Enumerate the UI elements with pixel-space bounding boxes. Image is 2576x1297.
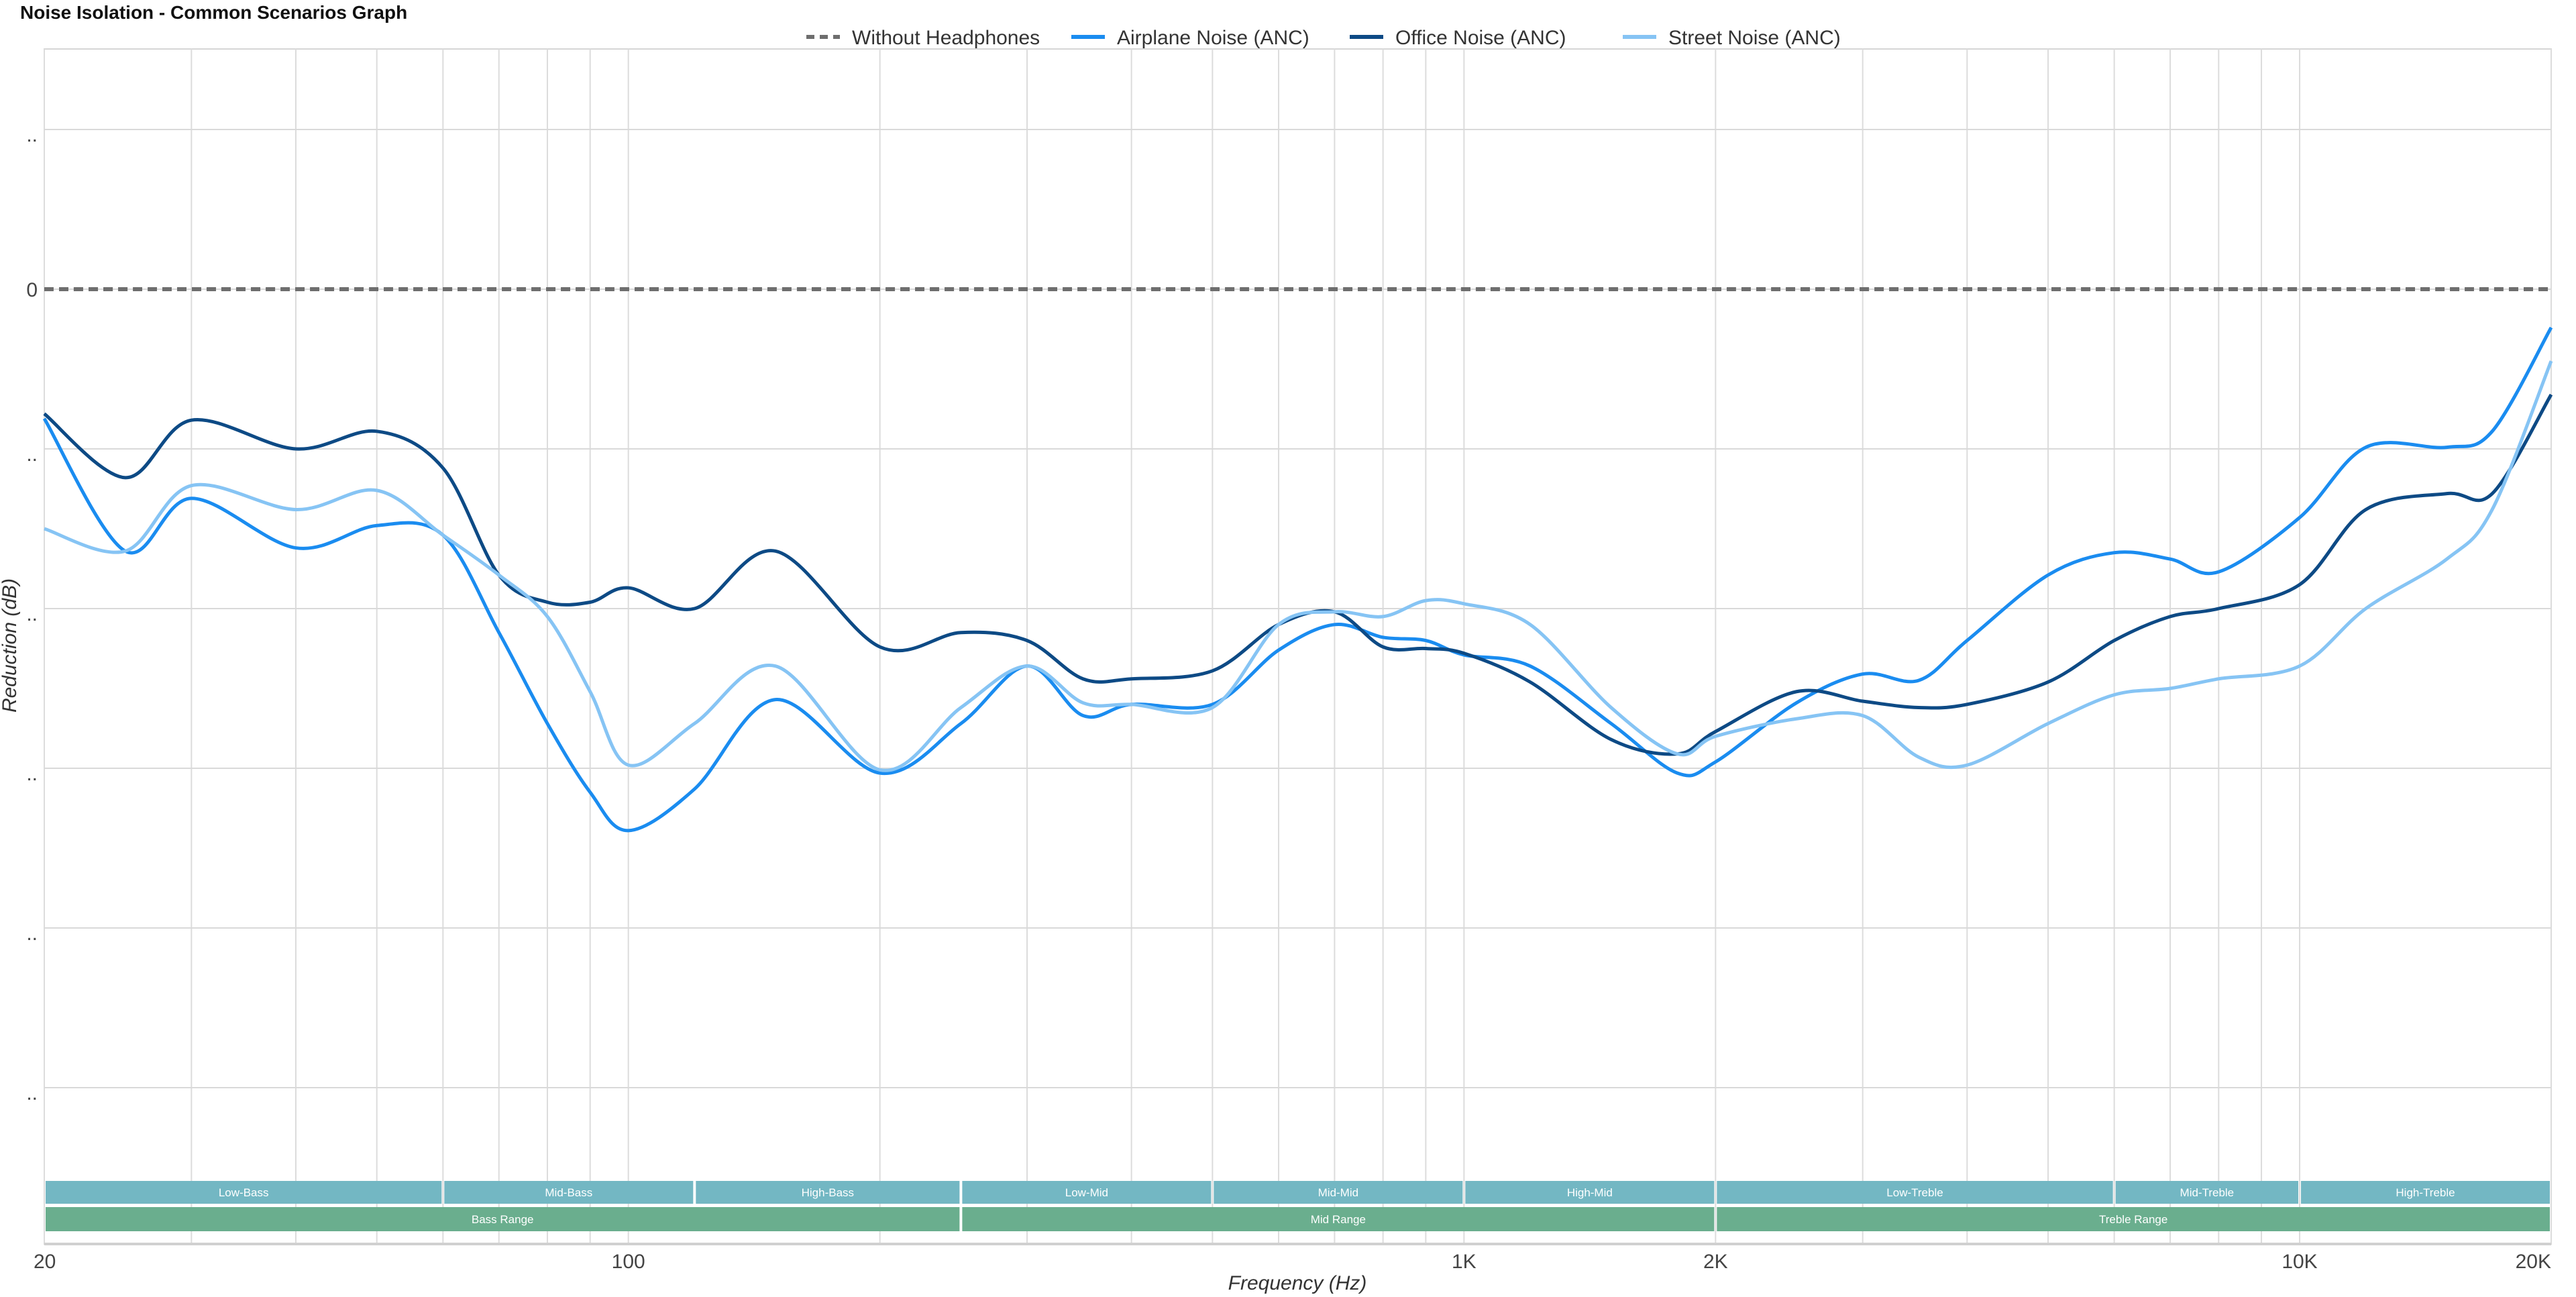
series-lines xyxy=(42,287,2553,833)
range-band xyxy=(962,1207,1715,1231)
sub-band-label: High-Bass xyxy=(802,1186,854,1199)
x-tick-label: 10K xyxy=(2282,1251,2317,1273)
sub-band xyxy=(444,1181,694,1204)
plot-area xyxy=(44,48,2552,1245)
legend-label: Without Headphones xyxy=(852,27,1040,49)
legend-label: Office Noise (ANC) xyxy=(1395,27,1566,49)
sub-band xyxy=(2115,1181,2299,1204)
x-tick-label: 100 xyxy=(612,1251,645,1273)
sub-band-label: Low-Mid xyxy=(1065,1186,1108,1199)
y-tick-label: .. xyxy=(26,923,38,945)
x-tick-label: 2K xyxy=(1703,1251,1728,1273)
legend-label: Street Noise (ANC) xyxy=(1668,27,1841,49)
sub-band-label: Mid-Bass xyxy=(545,1186,592,1199)
legend: Without Headphones Airplane Noise (ANC) Of… xyxy=(806,27,1841,49)
y-tick-label: .. xyxy=(26,603,38,625)
range-band-label: Mid Range xyxy=(1311,1213,1366,1226)
y-tick-label: .. xyxy=(26,1082,38,1104)
frequency-bands: Low-Bass Mid-Bass High-Bass Low-Mid Mid-Mid H… xyxy=(46,1181,2550,1231)
y-tick-label: 0 xyxy=(26,279,38,301)
series-line-airplane-noise-anc xyxy=(42,326,2553,833)
range-band xyxy=(1717,1207,2550,1231)
series-line-street-noise-anc xyxy=(44,360,2553,772)
sub-band xyxy=(1465,1181,1715,1204)
sub-band xyxy=(696,1181,960,1204)
sub-band xyxy=(962,1181,1212,1204)
x-tick-label: 1K xyxy=(1452,1251,1477,1273)
y-axis-label: Reduction (dB) xyxy=(0,578,21,713)
range-band-label: Treble Range xyxy=(2099,1213,2167,1226)
sub-band xyxy=(46,1181,442,1204)
sub-band xyxy=(1717,1181,2113,1204)
sub-band xyxy=(2301,1181,2550,1204)
axis-ticks: .. 0.......... 20 100 1K 2K 10K 20K xyxy=(26,124,2551,1273)
sub-band xyxy=(1214,1181,1463,1204)
sub-band-label: High-Mid xyxy=(1567,1186,1613,1199)
range-band xyxy=(46,1207,960,1231)
sub-band-label: High-Treble xyxy=(2396,1186,2455,1199)
y-tick-label: .. xyxy=(26,763,38,785)
y-tick-label: .. xyxy=(26,444,38,466)
x-axis-label: Frequency (Hz) xyxy=(1228,1272,1367,1294)
sub-band-label: Low-Treble xyxy=(1886,1186,1943,1199)
range-band-label: Bass Range xyxy=(472,1213,534,1226)
x-tick-label: 20 xyxy=(34,1251,56,1273)
sub-band-label: Mid-Mid xyxy=(1318,1186,1358,1199)
legend-label: Airplane Noise (ANC) xyxy=(1117,27,1309,49)
x-tick-label: 20K xyxy=(2516,1251,2551,1273)
sub-band-label: Mid-Treble xyxy=(2180,1186,2235,1199)
chart-title: Noise Isolation - Common Scenarios Graph xyxy=(20,2,407,23)
y-tick-label: .. xyxy=(26,124,38,146)
grid xyxy=(44,48,2552,1245)
sub-band-label: Low-Bass xyxy=(219,1186,269,1199)
